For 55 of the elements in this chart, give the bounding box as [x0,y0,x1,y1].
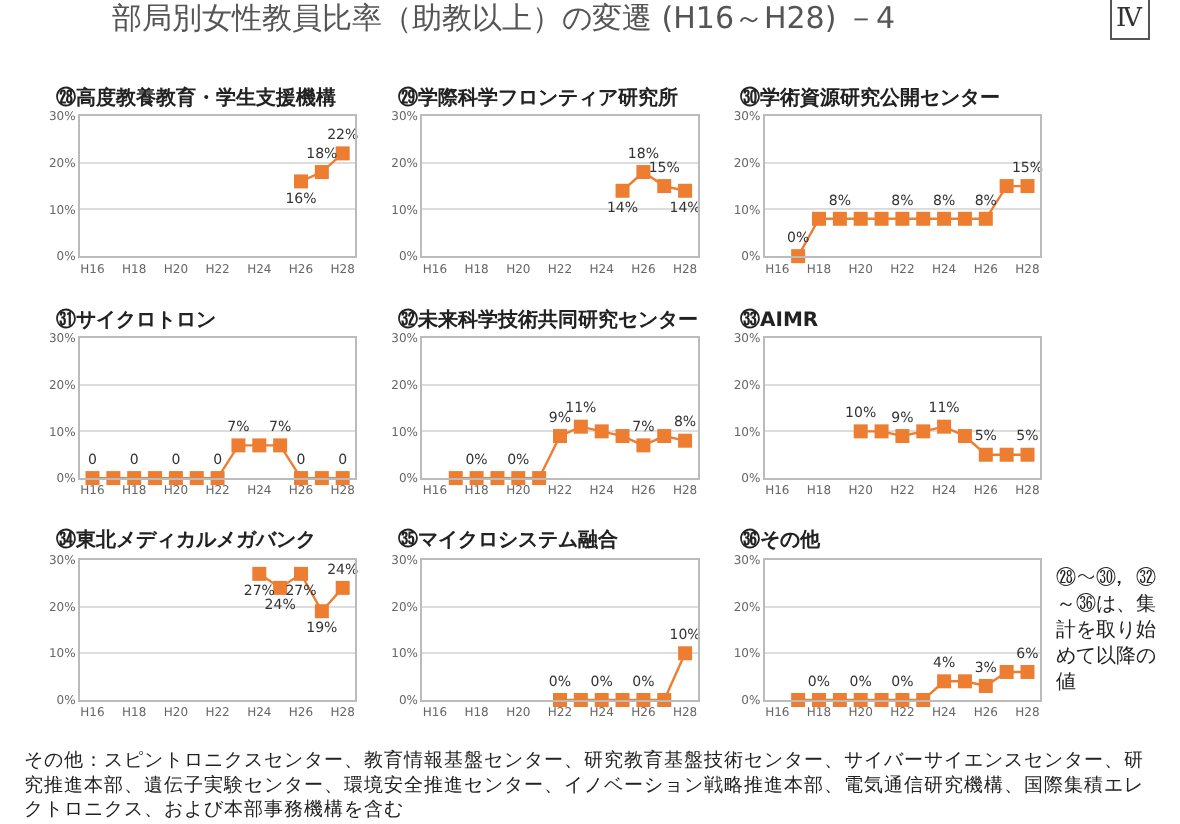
point [957,211,972,226]
text: Ⅳ [1116,4,1144,34]
point [294,566,308,581]
chart-title: ㉝AIMR [740,308,819,332]
chart-title: ㉜未来科学技術共同研究センター [398,308,698,332]
point [999,447,1014,462]
point [636,165,651,180]
chart-title: ㊱その他 [740,528,822,552]
point [678,183,693,198]
point [937,211,952,226]
point [999,664,1014,679]
point [573,419,588,434]
point [832,211,847,226]
point [937,419,952,434]
point [1020,179,1035,194]
point [252,566,267,581]
text: 部局別女性教員比率（助教以上）の変遷 (H16～H28) －4 [112,0,896,36]
point [978,447,993,462]
point [812,211,826,226]
point [999,179,1014,194]
point [916,211,931,226]
point [895,211,910,226]
point [615,183,630,198]
chart-title: ㉘高度教養教育・学生支援機構 [56,84,336,110]
point [657,179,672,194]
chart-title: ㉞東北メディカルメガバンク [56,526,316,552]
point [553,429,567,444]
point [874,424,889,439]
point [957,429,972,444]
point [594,424,609,439]
point [1020,447,1035,462]
point [294,174,308,189]
point [853,424,868,439]
point [916,424,931,439]
point [978,678,993,693]
point [853,211,868,226]
point [314,165,329,180]
point [335,580,350,595]
text: ㉘～㉚，㉜～㊱は、集計を取り始めて以降の値 [1056,566,1156,694]
point [937,674,952,689]
point [314,604,329,619]
chart-title: ㉚学術資源研究公開センター [740,86,1000,110]
chart-title: ㉟マイクロシステム融合 [398,526,620,552]
point [895,429,910,444]
point [978,211,993,226]
point [636,438,651,453]
point [957,674,972,689]
point [657,429,672,444]
chart-title: ㉛サイクロトロン [56,306,216,332]
text: その他：スピントロニクスセンター、教育情報基盤センター、研究教育基盤技術センター、サイバーサイエンスセンター、研究推進本部、遺伝子実験センター、環境安全推進センター、イノベーション戦略推進本部、電気通信研究機構、国際集積エレクトロニクス、および本部事務機構を含む [24,748,1144,822]
point [1020,664,1035,679]
chart-title: ㉙学際科学フロンティア研究所 [398,84,678,110]
point [874,211,889,226]
point [615,429,630,444]
point [678,433,693,448]
